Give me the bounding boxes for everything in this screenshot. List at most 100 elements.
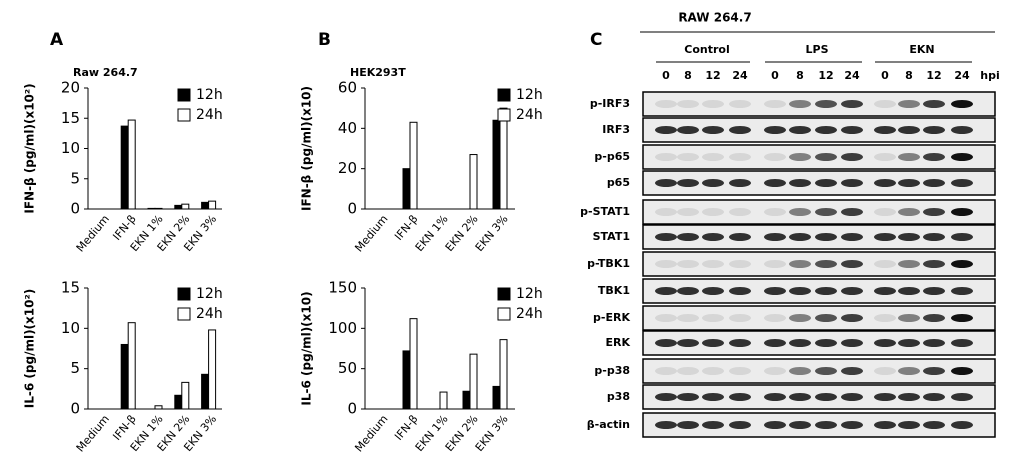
blot-band (729, 421, 751, 429)
blot-band (951, 208, 973, 216)
blot-band (898, 100, 920, 108)
timepoint-label: 0 (662, 69, 670, 82)
x-tick-label: Medium (74, 213, 112, 255)
blot-band (898, 314, 920, 322)
panel-label: B (318, 30, 331, 50)
x-tick-label: EKN 3% (473, 213, 511, 255)
legend-swatch (497, 108, 511, 122)
x-tick-label: IFN-β (392, 413, 420, 443)
legend-swatch (497, 307, 511, 321)
bar (127, 119, 136, 210)
blot-band (702, 260, 724, 268)
blot-band (702, 367, 724, 375)
blot-band (951, 233, 973, 241)
blot-band (841, 126, 863, 134)
blot-band (923, 153, 945, 161)
blot-band (841, 100, 863, 108)
blot-band (815, 339, 837, 347)
blot-band (655, 126, 677, 134)
blot-band (702, 339, 724, 347)
blot-band (951, 100, 973, 108)
group-label: LPS (806, 43, 829, 56)
blot-band (841, 421, 863, 429)
blot-band (729, 339, 751, 347)
blot-band (898, 153, 920, 161)
legend-label: 24h (196, 306, 223, 322)
y-tick-label: 10 (61, 319, 80, 337)
blot-band (923, 393, 945, 401)
legend-label: 12h (516, 286, 543, 302)
legend-label: 12h (196, 87, 223, 103)
blot-band (677, 393, 699, 401)
blot-band (764, 339, 786, 347)
unit-label: hpi (980, 69, 999, 82)
blot-band (677, 233, 699, 241)
blot-band (655, 260, 677, 268)
blot-band (677, 287, 699, 295)
bar (120, 125, 129, 210)
y-tick-label: 15 (61, 109, 80, 127)
blot-band (815, 126, 837, 134)
blot-band (677, 153, 699, 161)
y-axis-label: IL-6 (pg/ml)(x10) (300, 291, 314, 405)
blot-band (789, 153, 811, 161)
blot-band (898, 367, 920, 375)
chart-title: Raw 264.7 (73, 66, 138, 79)
blot-band (898, 393, 920, 401)
blot-band (655, 233, 677, 241)
y-tick-label: 20 (61, 79, 80, 97)
legend-swatch (177, 307, 191, 321)
timepoint-label: 8 (796, 69, 804, 82)
blot-band (815, 393, 837, 401)
blot-band (655, 367, 677, 375)
blot-band (764, 179, 786, 187)
x-tick-label: IFN-β (392, 213, 420, 243)
timepoint-label: 24 (954, 69, 970, 82)
blot-band (789, 367, 811, 375)
blot-band (764, 393, 786, 401)
blot-band (729, 260, 751, 268)
protein-label: TBK1 (598, 284, 630, 297)
blot-band (789, 233, 811, 241)
blot-band (841, 287, 863, 295)
bar (147, 207, 156, 210)
blot-band (815, 367, 837, 375)
protein-label: p-STAT1 (580, 205, 630, 218)
bar (409, 121, 418, 210)
blot-panel: RAW 264.7 Control 0 8 12 24 LPS 0 8 12 24 EKN 0 8 12 24… (580, 11, 1000, 438)
blot-band (841, 233, 863, 241)
blot-band (951, 179, 973, 187)
legend-swatch (177, 108, 191, 122)
blot-band (729, 314, 751, 322)
blot-band (923, 421, 945, 429)
blot-band (898, 208, 920, 216)
bar (402, 168, 411, 210)
y-tick-label: 10 (61, 139, 80, 157)
timepoint-label: 8 (684, 69, 692, 82)
y-axis-label: IFN-β (pg/ml)(x10) (300, 86, 314, 211)
y-axis-label: IL-6 (pg/ml)(x10²) (23, 289, 37, 408)
blot-band (789, 126, 811, 134)
blot-title: RAW 264.7 (678, 11, 751, 25)
y-tick-label: 60 (338, 79, 357, 97)
bar (174, 204, 183, 210)
x-tick-label: Medium (352, 213, 390, 255)
blot-band (898, 260, 920, 268)
blot-band (923, 314, 945, 322)
blot-band (923, 126, 945, 134)
blot-band (655, 393, 677, 401)
blot-band (874, 421, 896, 429)
blot-band (764, 260, 786, 268)
bar (181, 203, 190, 210)
y-tick-label: 0 (70, 400, 80, 418)
x-tick-label: Medium (74, 413, 112, 455)
blot-band (951, 367, 973, 375)
blot-band (898, 339, 920, 347)
group-label: Control (684, 43, 729, 56)
y-tick-label: 20 (338, 159, 357, 177)
blot-band (874, 126, 896, 134)
blot-band (764, 367, 786, 375)
bar (499, 107, 508, 210)
chart-title: HEK293T (350, 66, 406, 79)
